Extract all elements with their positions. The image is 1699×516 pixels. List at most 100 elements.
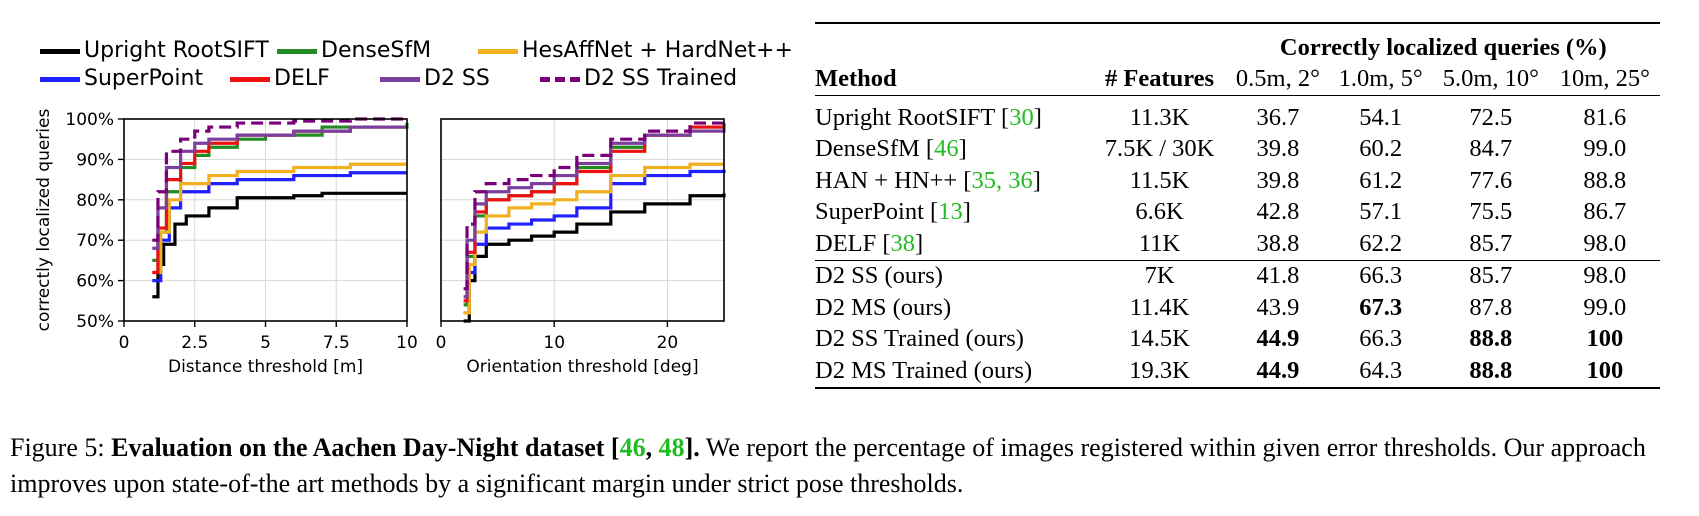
caption-title: Evaluation on the Aachen Day-Night datas… — [111, 433, 620, 462]
features-cell: 11.4K — [1129, 293, 1190, 321]
y-tick-label: 100% — [65, 110, 114, 130]
y-axis-label: correctly localized queries — [34, 109, 54, 332]
caption-title-end: ]. — [684, 433, 700, 462]
col-header-t2: 1.0m, 5° — [1338, 65, 1423, 93]
value-cell: 99.0 — [1583, 293, 1627, 321]
value-cell: 88.8 — [1469, 356, 1513, 384]
features-cell: 14.5K — [1129, 325, 1190, 353]
method-name: D2 MS (ours) — [815, 293, 952, 321]
y-tick-label: 80% — [76, 191, 114, 211]
x-tick-label: 5 — [260, 333, 271, 353]
legend-label: DELF — [274, 66, 330, 91]
legend-item: DenseSfM — [277, 38, 431, 64]
series-line — [463, 127, 726, 299]
table-empty-head — [815, 23, 1093, 64]
series-line — [152, 162, 407, 275]
features-cell: 11.5K — [1129, 166, 1190, 194]
value-cell: 64.3 — [1359, 356, 1403, 384]
legend-swatch — [540, 76, 580, 82]
y-tick-label: 60% — [76, 272, 114, 292]
value-cell: 66.3 — [1359, 262, 1403, 290]
citation-link[interactable]: 13 — [938, 198, 963, 226]
value-cell: 41.8 — [1256, 262, 1300, 290]
x-tick-label: 0 — [436, 333, 447, 353]
value-cell: 42.8 — [1256, 198, 1300, 226]
method-name: D2 SS (ours) — [815, 262, 943, 290]
series-line — [463, 162, 724, 315]
cite-bracket: ] — [915, 229, 924, 257]
value-cell: 72.5 — [1469, 103, 1513, 131]
table-row: D2 SS Trained (ours) 14.5K 44.9 66.3 88.8 100 — [815, 324, 1660, 356]
citation-link[interactable]: 46 — [934, 135, 959, 163]
value-cell: 86.7 — [1583, 198, 1627, 226]
features-cell: 11.3K — [1129, 103, 1190, 131]
value-cell: 85.7 — [1469, 229, 1513, 257]
legend-label: Upright RootSIFT — [84, 38, 269, 63]
method-name: D2 SS Trained (ours) — [815, 325, 1024, 353]
legend-item: D2 SS — [380, 66, 490, 92]
value-cell: 88.8 — [1583, 166, 1627, 194]
x-tick-label: 10 — [396, 333, 418, 353]
value-cell: 62.2 — [1359, 229, 1403, 257]
results-table: Correctly localized queries (%) Method #… — [815, 22, 1660, 389]
legend-label: D2 SS Trained — [584, 66, 738, 91]
legend-item: Upright RootSIFT — [40, 38, 269, 64]
citation-link[interactable]: 38 — [890, 229, 916, 257]
table-row: DELF [38] 11K 38.8 62.2 85.7 98.0 — [815, 228, 1660, 260]
legend-swatch — [40, 48, 80, 54]
value-cell: 54.1 — [1359, 103, 1403, 131]
x-axis-label: Distance threshold [m] — [168, 357, 363, 377]
value-cell: 98.0 — [1583, 262, 1627, 290]
method-cell: HAN + HN++ [35, 36] — [815, 165, 1093, 197]
method-name: SuperPoint — [815, 198, 924, 226]
method-cell: SuperPoint [13] — [815, 197, 1093, 229]
x-axis-label: Orientation threshold [deg] — [466, 357, 698, 377]
y-tick-label: 50% — [76, 312, 114, 332]
legend-swatch — [230, 76, 270, 82]
y-tick-label: 90% — [76, 150, 114, 170]
features-cell: 7K — [1144, 262, 1175, 290]
features-cell: 7.5K / 30K — [1104, 135, 1215, 163]
col-header-features: # Features — [1105, 65, 1215, 93]
plot-legend: Upright RootSIFT DenseSfM HesAffNet + Hard… — [40, 38, 800, 98]
cite-bracket: ] — [958, 135, 967, 163]
method-name: HAN + HN++ — [815, 166, 958, 194]
col-header-t1: 0.5m, 2° — [1235, 65, 1320, 93]
col-header-t4: 10m, 25° — [1559, 65, 1650, 93]
table-row: D2 SS (ours) 7K 41.8 66.3 85.7 98.0 — [815, 260, 1660, 292]
figure-caption: Figure 5: Evaluation on the Aachen Day-N… — [10, 430, 1690, 502]
value-cell: 38.8 — [1256, 229, 1300, 257]
legend-item: D2 SS Trained — [540, 66, 737, 92]
method-cell: D2 SS Trained (ours) — [815, 324, 1093, 356]
value-cell: 57.1 — [1359, 198, 1403, 226]
legend-item: SuperPoint — [40, 66, 203, 92]
value-cell: 100 — [1586, 356, 1624, 384]
table-row: D2 MS Trained (ours) 19.3K 44.9 64.3 88.8 100 — [815, 355, 1660, 388]
legend-label: SuperPoint — [84, 66, 204, 91]
cite-bracket: [ — [994, 103, 1010, 131]
citation-link[interactable]: 30 — [1009, 103, 1034, 131]
series-line — [152, 191, 407, 299]
series-line — [152, 125, 407, 250]
citation-link[interactable]: 35, 36 — [971, 166, 1033, 194]
series-line — [463, 193, 726, 323]
value-cell: 99.0 — [1583, 135, 1627, 163]
table-row: D2 MS (ours) 11.4K 43.9 67.3 87.8 99.0 — [815, 292, 1660, 324]
series-line — [463, 125, 724, 303]
value-cell: 36.7 — [1256, 103, 1300, 131]
value-cell: 39.8 — [1256, 135, 1300, 163]
series-line — [152, 117, 407, 242]
value-cell: 77.6 — [1469, 166, 1513, 194]
features-cell: 6.6K — [1135, 198, 1184, 226]
value-cell: 44.9 — [1256, 356, 1300, 384]
caption-prefix: Figure 5: — [10, 433, 112, 462]
method-name: DenseSfM — [815, 135, 920, 163]
cite-bracket: ] — [962, 198, 971, 226]
x-tick-label: 20 — [657, 333, 679, 353]
features-cell: 19.3K — [1129, 356, 1190, 384]
table-empty-head — [1093, 23, 1227, 64]
method-cell: D2 MS Trained (ours) — [815, 355, 1093, 388]
legend-swatch — [380, 76, 420, 82]
series-line — [152, 171, 407, 283]
x-tick-label: 10 — [543, 333, 565, 353]
